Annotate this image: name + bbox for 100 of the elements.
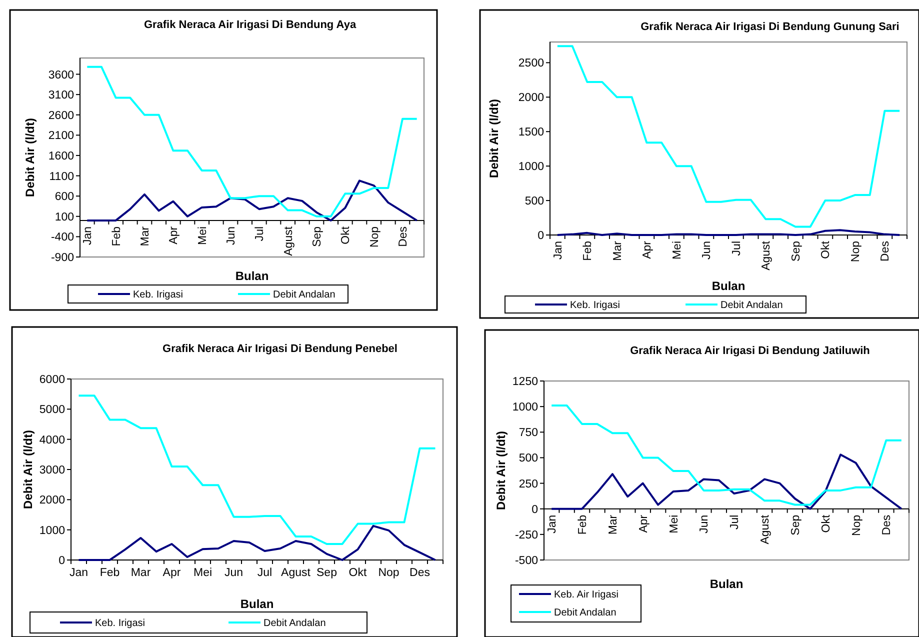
x-tick-label: Sep bbox=[316, 567, 337, 579]
y-tick-label: 2600 bbox=[48, 110, 74, 122]
y-tick-label: 1600 bbox=[48, 150, 74, 162]
y-axis-title: Debit Air (l/dt) bbox=[487, 99, 501, 178]
x-axis-title: Bulan bbox=[712, 279, 746, 293]
x-tick-label: Agust bbox=[282, 226, 295, 256]
y-tick-label: 3100 bbox=[48, 90, 74, 102]
legend-label: Debit Andalan bbox=[554, 608, 616, 618]
x-tick-label: Feb bbox=[100, 567, 120, 579]
x-tick-label: Mar bbox=[140, 226, 152, 246]
x-tick-label: Feb bbox=[110, 226, 123, 246]
x-tick-label: Sep bbox=[790, 514, 802, 536]
x-tick-label: Des bbox=[880, 240, 892, 262]
legend-label: Debit Andalan bbox=[720, 300, 783, 311]
y-tick-label: 2100 bbox=[48, 130, 74, 142]
y-tick-label: 1250 bbox=[512, 376, 538, 388]
x-axis-title: Bulan bbox=[235, 269, 269, 283]
x-tick-label: Jul bbox=[254, 226, 266, 242]
y-tick-label: 2500 bbox=[518, 58, 544, 70]
x-tick-label: Jan bbox=[552, 241, 564, 260]
x-tick-label: Mei bbox=[196, 226, 209, 245]
x-tick-label: Apr bbox=[162, 567, 181, 579]
chart-title: Grafik Neraca Air Irigasi Di Bendung Aya bbox=[144, 19, 357, 31]
y-tick-label: -250 bbox=[514, 529, 538, 542]
y-axis-title: Debit Air (l/dt) bbox=[23, 118, 37, 197]
line-series bbox=[556, 45, 901, 228]
x-tick-label: Jul bbox=[729, 514, 742, 530]
x-tick-label: Nop bbox=[368, 226, 381, 248]
x-tick-label: Jan bbox=[546, 514, 559, 534]
line-series bbox=[550, 404, 902, 506]
chart-title: Grafik Neraca Air Irigasi Di Bendung Jatiluwih bbox=[630, 345, 870, 357]
y-tick-label: 0 bbox=[532, 504, 538, 516]
y-tick-label: 3000 bbox=[39, 464, 65, 477]
y-tick-label: 0 bbox=[538, 230, 544, 242]
x-tick-label: Feb bbox=[582, 241, 594, 261]
y-axis-title: Debit Air (l/dt) bbox=[494, 431, 508, 510]
x-tick-label: Okt bbox=[340, 226, 352, 244]
y-tick-label: 750 bbox=[518, 427, 538, 440]
y-tick-label: 4000 bbox=[39, 434, 65, 446]
y-tick-label: 250 bbox=[518, 478, 538, 490]
legend-label: Keb. Irigasi bbox=[133, 290, 184, 300]
y-tick-label: 1500 bbox=[518, 126, 544, 139]
x-tick-label: Des bbox=[398, 226, 410, 247]
y-tick-label: -900 bbox=[50, 252, 74, 264]
y-tick-label: 2000 bbox=[518, 92, 544, 104]
x-tick-label: Apr bbox=[642, 240, 654, 259]
x-tick-label: Mar bbox=[612, 240, 624, 261]
legend-label: Debit Andalan bbox=[264, 618, 326, 629]
x-tick-label: Des bbox=[410, 567, 430, 579]
y-tick-label: 1000 bbox=[39, 524, 65, 537]
x-tick-label: Mar bbox=[130, 567, 151, 579]
line-series bbox=[86, 66, 418, 218]
y-tick-label: 100 bbox=[54, 211, 74, 224]
x-tick-label: Agust bbox=[760, 514, 772, 544]
y-tick-label: 600 bbox=[54, 191, 74, 204]
y-tick-label: 6000 bbox=[39, 374, 65, 386]
x-tick-label: Sep bbox=[312, 226, 324, 247]
x-tick-label: Agust bbox=[281, 567, 312, 579]
y-tick-label: -400 bbox=[50, 232, 74, 244]
x-tick-label: Feb bbox=[577, 514, 590, 535]
chart-title: Grafik Neraca Air Irigasi Di Bendung Penebel bbox=[162, 343, 398, 355]
x-tick-label: Okt bbox=[820, 240, 832, 259]
x-tick-label: Okt bbox=[820, 514, 832, 533]
x-tick-label: Mar bbox=[607, 514, 620, 535]
y-tick-label: -500 bbox=[514, 555, 538, 568]
x-tick-label: Jul bbox=[257, 567, 272, 579]
x-tick-label: Agust bbox=[760, 240, 773, 270]
y-tick-label: 5000 bbox=[39, 404, 65, 416]
x-tick-label: Jul bbox=[730, 241, 743, 256]
x-tick-label: Mei bbox=[193, 567, 212, 579]
y-tick-label: 1100 bbox=[49, 170, 74, 183]
line-series bbox=[550, 454, 902, 510]
y-axis-title: Debit Air (l/dt) bbox=[21, 430, 35, 509]
legend-label: Keb. Irigasi bbox=[570, 300, 620, 311]
x-tick-label: Jun bbox=[224, 567, 244, 579]
y-tick-label: 1000 bbox=[518, 161, 544, 174]
line-series bbox=[78, 394, 436, 546]
legend-label: Debit Andalan bbox=[273, 290, 336, 300]
x-tick-label: Nop bbox=[378, 567, 400, 579]
legend-label: Keb. Irigasi bbox=[95, 618, 146, 629]
x-axis-title: Bulan bbox=[710, 577, 744, 591]
x-tick-label: Apr bbox=[638, 514, 650, 533]
y-tick-label: 2000 bbox=[39, 494, 65, 507]
y-tick-label: 3600 bbox=[48, 69, 74, 82]
x-tick-label: Jun bbox=[698, 514, 711, 534]
y-tick-label: 500 bbox=[524, 196, 544, 208]
y-tick-label: 500 bbox=[518, 452, 538, 465]
y-tick-label: 1000 bbox=[512, 402, 538, 414]
y-tick-label: 0 bbox=[58, 555, 65, 568]
x-tick-label: Jan bbox=[69, 567, 88, 579]
x-tick-label: Mei bbox=[668, 514, 680, 534]
x-tick-label: Okt bbox=[348, 567, 368, 579]
x-tick-label: Jan bbox=[82, 226, 94, 245]
x-tick-label: Apr bbox=[168, 226, 180, 244]
line-series bbox=[78, 524, 436, 561]
x-tick-label: Nop bbox=[850, 241, 862, 262]
x-tick-label: Jun bbox=[226, 226, 238, 245]
x-tick-label: Des bbox=[881, 514, 894, 536]
chart-title: Grafik Neraca Air Irigasi Di Bendung Gunung Sari bbox=[640, 21, 900, 33]
x-tick-label: Sep bbox=[790, 241, 802, 262]
